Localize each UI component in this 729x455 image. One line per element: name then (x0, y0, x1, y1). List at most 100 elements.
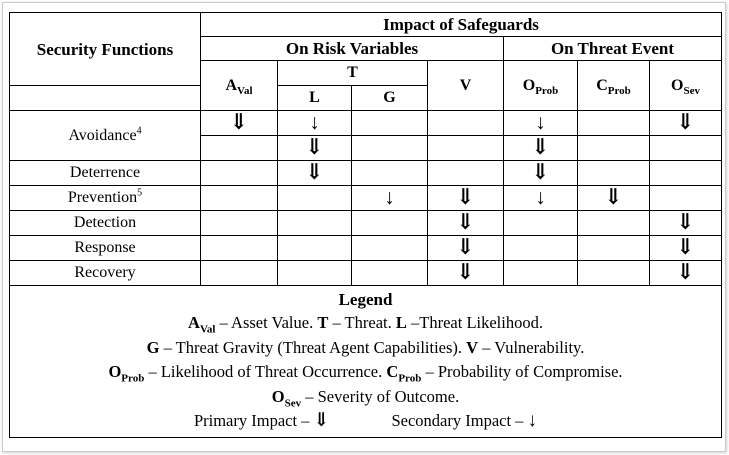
cell-oprob: ↓ (503, 185, 578, 211)
legend-osev-main: O (271, 386, 285, 406)
cell-v: ⇓ (427, 234, 504, 261)
cell-g (351, 135, 428, 161)
cell-l (277, 210, 352, 236)
legend-oprob-symbol: OProb (108, 362, 145, 385)
row-label-detection: Detection (9, 210, 201, 236)
legend-secondary-text: Secondary Impact – (391, 411, 528, 430)
legend-t-symbol: T (317, 313, 329, 332)
cell-v (427, 135, 504, 161)
primary-impact-arrow-icon: ⇓ (456, 234, 475, 259)
cell-l: ⇓ (277, 135, 352, 161)
oprob-header-sub: Prob (535, 84, 559, 97)
cprob-header-sub: Prob (607, 84, 631, 97)
cell-osev (649, 135, 722, 161)
cell-cprob: ⇓ (577, 185, 650, 211)
footnote-marker: 5 (137, 187, 143, 199)
cell-osev: ⇓ (649, 110, 722, 136)
table-row: Prevention5 ↓ ⇓ ↓ ⇓ (9, 184, 722, 211)
table-row: Recovery ⇓ ⇓ (9, 259, 722, 286)
legend-line: AVal – Asset Value. T – Threat. L –Threa… (10, 311, 721, 336)
cell-oprob (503, 235, 578, 261)
legend-aval-main: A (188, 313, 200, 332)
cell-g (351, 260, 428, 286)
row-label-text: Detection (73, 214, 137, 231)
on-threat-event-header: On Threat Event (503, 36, 722, 61)
cell-v: ⇓ (427, 259, 504, 286)
secondary-impact-arrow-icon: ↓ (527, 410, 538, 431)
osev-header-sub: Sev (683, 84, 700, 97)
cell-aval (200, 235, 278, 261)
legend-oprob-text: – Likelihood of Threat Occurrence. (144, 362, 387, 381)
legend-v-text: – Vulnerability. (478, 337, 585, 357)
legend-v-symbol: V (466, 337, 479, 357)
primary-impact-arrow-icon: ⇓ (676, 209, 695, 234)
legend-cprob-main: C (386, 362, 399, 381)
primary-impact-arrow-icon: ⇓ (676, 234, 695, 259)
primary-impact-arrow-icon: ⇓ (676, 259, 695, 284)
row-label-recovery: Recovery (9, 260, 201, 286)
cell-cprob (577, 260, 650, 286)
cell-oprob: ⇓ (503, 134, 578, 161)
legend-row: Legend AVal – Asset Value. T – Threat. L… (9, 285, 722, 438)
secondary-impact-arrow-icon: ↓ (309, 110, 320, 134)
cell-l: ⇓ (277, 159, 352, 186)
aval-header: AVal (200, 60, 278, 111)
cell-cprob (577, 135, 650, 161)
cell-osev: ⇓ (649, 209, 722, 236)
cell-g (351, 160, 428, 186)
g-header: G (351, 85, 428, 111)
legend-osev-sub: Sev (284, 396, 302, 409)
cell-cprob (577, 110, 650, 136)
cell-v (427, 110, 504, 136)
legend-l-text: –Threat Likelihood. (406, 313, 543, 332)
footnote-marker: 4 (136, 125, 142, 137)
cprob-header: CProb (577, 60, 650, 111)
cell-l: ↓ (277, 110, 352, 136)
legend-oprob-sub: Prob (121, 372, 145, 385)
primary-impact-arrow-icon: ⇓ (456, 184, 475, 209)
primary-impact-arrow-icon: ⇓ (531, 134, 550, 159)
on-risk-variables-header: On Risk Variables (200, 36, 504, 61)
legend-g-symbol: G (146, 337, 160, 357)
cell-v (427, 160, 504, 186)
table-row: Detection ⇓ ⇓ (9, 209, 722, 236)
impact-of-safeguards-header: Impact of Safeguards (200, 12, 722, 37)
legend-title: Legend (338, 290, 393, 309)
cell-g: ↓ (351, 185, 428, 211)
primary-impact-arrow-icon: ⇓ (531, 159, 550, 184)
primary-impact-arrow-icon: ⇓ (305, 159, 324, 184)
osev-header-main: O (671, 76, 684, 94)
row-label-avoidance: Avoidance4 (9, 110, 201, 161)
legend-aval-text: – Asset Value. (215, 313, 318, 332)
table-header: Security Functions Impact of Safeguards … (9, 12, 722, 111)
legend-cprob-symbol: CProb (386, 362, 422, 385)
cell-v: ⇓ (427, 184, 504, 211)
legend-aval-symbol: AVal (188, 313, 215, 335)
cell-osev (649, 160, 722, 186)
cell-g (351, 235, 428, 261)
table-row: Avoidance4 ⇓ ↓ ↓ ⇓ (9, 109, 722, 161)
legend-g-text: – Threat Gravity (Threat Agent Capabilit… (159, 337, 467, 357)
cell-osev: ⇓ (649, 259, 722, 286)
aval-header-main: A (225, 76, 238, 94)
cell-oprob: ↓ (503, 110, 578, 136)
safeguards-impact-table: Security Functions Impact of Safeguards … (9, 12, 722, 438)
aval-header-sub: Val (237, 84, 253, 97)
cell-aval (200, 185, 278, 211)
primary-impact-arrow-icon: ⇓ (456, 259, 475, 284)
legend-cprob-sub: Prob (398, 372, 422, 385)
legend-osev-text: – Severity of Outcome. (301, 386, 460, 406)
legend-line: OProb – Likelihood of Threat Occurrence.… (10, 360, 721, 385)
primary-impact-arrow-icon: ⇓ (229, 109, 249, 134)
cell-v: ⇓ (427, 210, 504, 236)
legend-line: OSev – Severity of Outcome. (10, 385, 721, 410)
cell-l (277, 260, 352, 286)
cell-cprob (577, 210, 650, 236)
row-label-text: Recovery (74, 264, 136, 281)
cell-cprob (577, 160, 650, 186)
v-header: V (427, 60, 504, 111)
table-row: Response ⇓ ⇓ (9, 234, 722, 261)
legend-osev-symbol: OSev (271, 386, 302, 409)
oprob-header: OProb (503, 60, 578, 111)
